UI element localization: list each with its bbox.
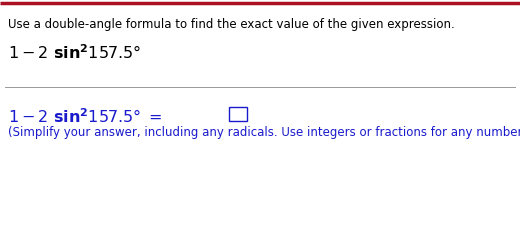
Text: Use a double-angle formula to find the exact value of the given expression.: Use a double-angle formula to find the e… (8, 18, 455, 31)
Bar (229, 107, 247, 121)
Text: $1-2\ \mathbf{sin}^{\mathbf{2}}157.5°$: $1-2\ \mathbf{sin}^{\mathbf{2}}157.5°$ (8, 43, 141, 62)
Text: (Simplify your answer, including any radicals. Use integers or fractions for any: (Simplify your answer, including any rad… (8, 126, 520, 139)
Text: $1-2\ \mathbf{sin}^{\mathbf{2}}157.5°\ =$: $1-2\ \mathbf{sin}^{\mathbf{2}}157.5°\ =… (8, 107, 163, 126)
